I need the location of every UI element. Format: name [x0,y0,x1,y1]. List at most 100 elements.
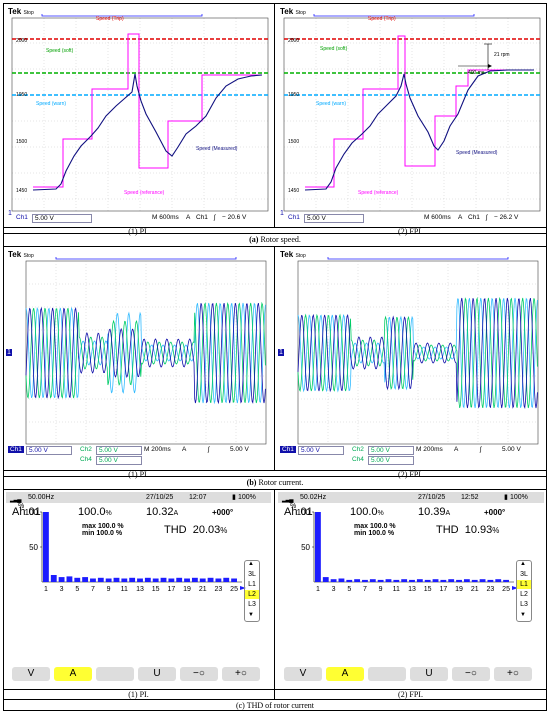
harmonic-bar [362,579,368,582]
scope-brand: Tek Stop [8,7,34,16]
label-ms: 400 ms [468,70,485,76]
ch1-volts: 5.00 V [26,446,72,455]
harmonic-bar [50,575,57,582]
x-tick-label: 23 [487,586,495,593]
thd-panel-fpi: ▂▃▄ 50.02Hz 27/10/25 12:52 ▮ 100% Ah 01 … [278,492,544,688]
y-tick-label: 100 [25,508,39,517]
phase-option[interactable]: L1 [248,581,256,588]
divider [3,489,547,490]
x-tick-label: 17 [439,586,447,593]
battery-icon: ▮ [504,494,508,501]
phase-option[interactable]: L2 [245,590,259,599]
arrow-up-icon[interactable]: ▲ [248,561,254,567]
arrow-right-icon[interactable] [512,586,518,590]
ytick: 1500 [16,139,28,145]
x-tick-label: 7 [91,586,95,593]
key-v[interactable]: V [284,667,322,681]
current-trace [297,297,538,409]
label-trip: Speed (Trip) [96,16,124,22]
key-v[interactable]: V [12,667,50,681]
arrow-up-icon[interactable]: ▲ [520,561,526,567]
thd-status-bar: ▂▃▄ 50.00Hz 27/10/25 12:07 ▮ 100% [6,492,271,503]
x-tick-label: 25 [502,586,510,593]
max-row: max 100.0 % [354,523,396,530]
x-tick-label: 5 [75,586,79,593]
harmonic-bar [463,579,470,582]
phase-option[interactable]: L3 [248,601,256,608]
zoom-out-button[interactable]: −○ [452,667,490,681]
arrow-down-icon[interactable]: ▼ [248,612,254,618]
sub-caption-right: (2) FPI. [398,690,423,699]
divider [3,246,547,247]
harmonic-bar [479,579,486,582]
caption-letter: (a) [249,235,259,244]
harmonic-bar [346,579,353,582]
harmonic-bar [369,579,376,582]
divider [3,227,547,228]
ch4-label: Ch4 [352,456,364,463]
ch1-label: Ch1 [280,446,296,453]
arrow-down-icon[interactable]: ▼ [520,612,526,618]
x-tick-label: 11 [393,586,400,593]
key-a[interactable]: A [54,667,92,681]
ch-label: Ch1 [288,214,300,221]
time-base: M 200ms [416,446,443,453]
harmonic-bar [90,578,96,582]
amps-value: 10.39A [418,506,451,518]
phase-option[interactable]: L3 [520,601,528,608]
divider [3,233,547,234]
zoom-out-button[interactable]: −○ [180,667,218,681]
ch-marker: 1 [278,349,284,356]
ch2-label: Ch2 [80,446,92,453]
key-blank[interactable] [368,667,406,681]
harmonic-bar [315,512,321,582]
phase-option[interactable]: 3L [248,571,256,578]
harmonic-bar [176,577,183,582]
y-tick-label: 50 [301,543,310,552]
key-a[interactable]: A [326,667,364,681]
thd-panel-pi: ▂▃▄ 50.00Hz 27/10/25 12:07 ▮ 100% Ah 01 … [6,492,271,688]
freq: 50.00Hz [28,494,55,501]
zoom-in-button[interactable]: +○ [222,667,260,681]
label-meas: Speed (Measured) [196,146,238,152]
label-soft: Speed (soft) [46,48,74,54]
key-u[interactable]: U [138,667,176,681]
harmonic-bar [322,577,329,582]
angle-value: +000° [212,508,234,517]
battery-level: 100% [238,494,256,501]
amps-value: 10.32A [146,506,179,518]
harmonic-bar [168,578,175,582]
scope-brand: Tek Stop [280,7,306,16]
current-scope-fpi: Tek Stop 1 Ch1 5.00 V Ch2 5.00 V Ch4 5.0… [278,249,544,468]
ytick: 1950 [288,92,300,98]
x-tick-label: 13 [408,586,416,593]
pct-value: 100.0% [78,506,112,518]
label-warn: Speed (warn) [36,101,67,107]
key-blank[interactable] [96,667,134,681]
arrow-right-icon[interactable] [240,586,246,590]
time-base: M 200ms [144,446,171,453]
harmonic-bar [121,578,128,582]
ch1-label: Ch1 [8,446,24,453]
phase-option[interactable]: L2 [520,591,528,598]
ytick: 1450 [288,188,300,194]
acq-mode: A [458,214,463,221]
key-u[interactable]: U [410,667,448,681]
harmonic-bar [338,578,345,582]
trig-val: − 20.6 V [222,214,247,221]
ch-marker: 1 [280,210,284,217]
harmonic-bar [43,512,49,582]
harmonic-bar [471,579,478,582]
phase-option[interactable]: 3L [520,571,528,578]
time-base: M 600ms [424,214,451,221]
current-trace [297,297,538,410]
scope-brand: Tek Stop [8,250,34,259]
speed-scope-pi: Tek Stop Speed (Trip) Speed (soft) Speed… [6,6,271,225]
signal-icon: ▂▃▄ [10,497,22,503]
phase-option[interactable]: L1 [517,580,531,589]
acq-mode: A [186,214,191,221]
zoom-in-button[interactable]: +○ [494,667,532,681]
scope-status: Ch1 5.00 V Ch2 5.00 V Ch4 5.00 V M 200ms… [8,446,270,466]
ch2-volts: 5.00 V [368,446,414,455]
